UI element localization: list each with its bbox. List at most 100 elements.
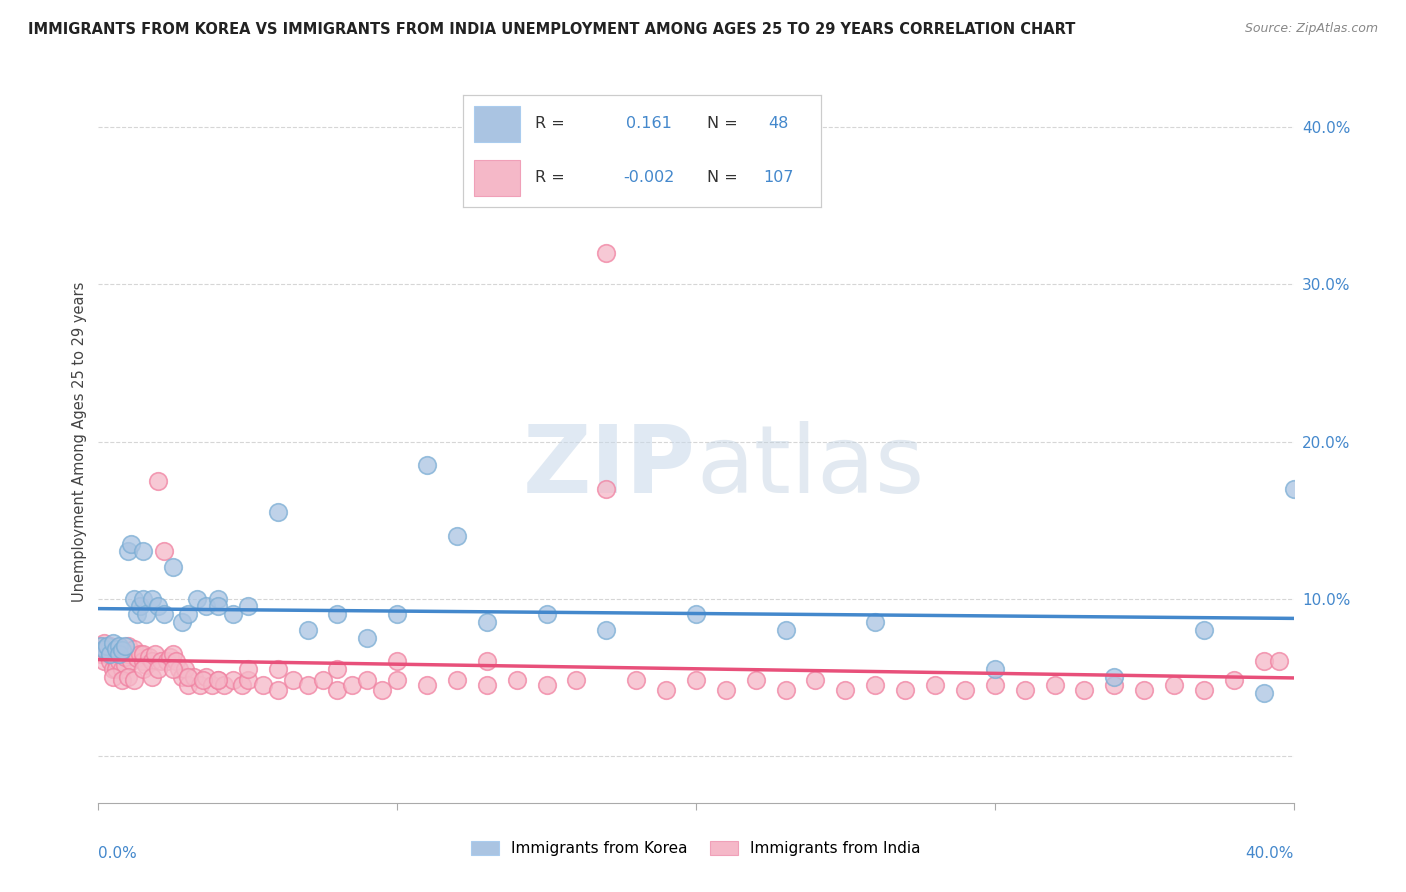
Point bbox=[267, 505, 290, 519]
Point bbox=[177, 678, 200, 692]
Point bbox=[108, 647, 131, 661]
Point bbox=[96, 639, 118, 653]
Point bbox=[745, 673, 768, 688]
Point bbox=[108, 655, 131, 669]
Point bbox=[132, 662, 155, 676]
Point bbox=[153, 544, 176, 558]
Point bbox=[114, 657, 136, 672]
Point bbox=[135, 657, 157, 672]
Point bbox=[150, 655, 173, 669]
Point bbox=[177, 670, 200, 684]
Point bbox=[207, 591, 229, 606]
Point bbox=[138, 649, 160, 664]
Point bbox=[984, 678, 1007, 692]
Point bbox=[1014, 682, 1036, 697]
Point bbox=[111, 673, 134, 688]
Point bbox=[536, 607, 558, 622]
Point bbox=[103, 647, 125, 661]
Legend: Immigrants from Korea, Immigrants from India: Immigrants from Korea, Immigrants from I… bbox=[464, 833, 928, 863]
Point bbox=[162, 647, 184, 661]
Point bbox=[117, 670, 139, 684]
Point bbox=[416, 458, 439, 472]
Point bbox=[326, 607, 349, 622]
Point bbox=[195, 670, 218, 684]
Point bbox=[148, 474, 170, 488]
Point bbox=[311, 673, 333, 688]
Point bbox=[385, 655, 409, 669]
Point bbox=[124, 591, 146, 606]
Point bbox=[132, 544, 155, 558]
Point bbox=[1073, 682, 1095, 697]
Point bbox=[141, 655, 163, 669]
Point bbox=[124, 673, 146, 688]
Point bbox=[356, 673, 378, 688]
Point bbox=[156, 655, 179, 669]
Point bbox=[167, 662, 190, 676]
Point bbox=[111, 643, 134, 657]
Point bbox=[186, 591, 208, 606]
Point bbox=[595, 623, 617, 637]
Point bbox=[342, 678, 364, 692]
Point bbox=[141, 670, 163, 684]
Point bbox=[1104, 670, 1126, 684]
Point bbox=[117, 647, 139, 661]
Point bbox=[108, 647, 131, 661]
Point bbox=[326, 662, 349, 676]
Point bbox=[212, 678, 235, 692]
Point bbox=[129, 599, 152, 614]
Text: atlas: atlas bbox=[696, 421, 924, 513]
Point bbox=[127, 651, 149, 665]
Point bbox=[207, 673, 229, 688]
Point bbox=[177, 607, 200, 622]
Point bbox=[98, 639, 122, 653]
Point bbox=[222, 673, 245, 688]
Point bbox=[148, 599, 170, 614]
Point bbox=[117, 639, 139, 653]
Point bbox=[1133, 682, 1156, 697]
Point bbox=[90, 639, 112, 653]
Point bbox=[103, 662, 125, 676]
Point bbox=[685, 673, 707, 688]
Point bbox=[105, 655, 128, 669]
Point bbox=[865, 615, 887, 630]
Text: 0.0%: 0.0% bbox=[98, 847, 138, 861]
Point bbox=[236, 599, 259, 614]
Point bbox=[475, 678, 498, 692]
Text: 40.0%: 40.0% bbox=[1246, 847, 1294, 861]
Point bbox=[714, 682, 737, 697]
Point bbox=[165, 655, 187, 669]
Text: Source: ZipAtlas.com: Source: ZipAtlas.com bbox=[1244, 22, 1378, 36]
Point bbox=[953, 682, 976, 697]
Point bbox=[1253, 686, 1275, 700]
Point bbox=[371, 682, 394, 697]
Point bbox=[1192, 682, 1215, 697]
Point bbox=[162, 560, 184, 574]
Point bbox=[148, 662, 170, 676]
Point bbox=[834, 682, 856, 697]
Point bbox=[595, 482, 617, 496]
Point bbox=[804, 673, 827, 688]
Point bbox=[1163, 678, 1185, 692]
Point bbox=[1043, 678, 1066, 692]
Point bbox=[506, 673, 529, 688]
Point bbox=[1253, 655, 1275, 669]
Point bbox=[111, 647, 134, 661]
Point bbox=[385, 607, 409, 622]
Point bbox=[98, 647, 122, 661]
Point bbox=[141, 591, 163, 606]
Point bbox=[385, 673, 409, 688]
Point bbox=[96, 647, 118, 661]
Point bbox=[655, 682, 678, 697]
Point bbox=[183, 670, 205, 684]
Point bbox=[894, 682, 917, 697]
Point bbox=[984, 662, 1007, 676]
Point bbox=[685, 607, 707, 622]
Point bbox=[475, 655, 498, 669]
Point bbox=[252, 678, 274, 692]
Point bbox=[111, 662, 134, 676]
Point bbox=[201, 678, 224, 692]
Point bbox=[924, 678, 946, 692]
Point bbox=[90, 647, 112, 661]
Point bbox=[446, 529, 468, 543]
Point bbox=[120, 655, 142, 669]
